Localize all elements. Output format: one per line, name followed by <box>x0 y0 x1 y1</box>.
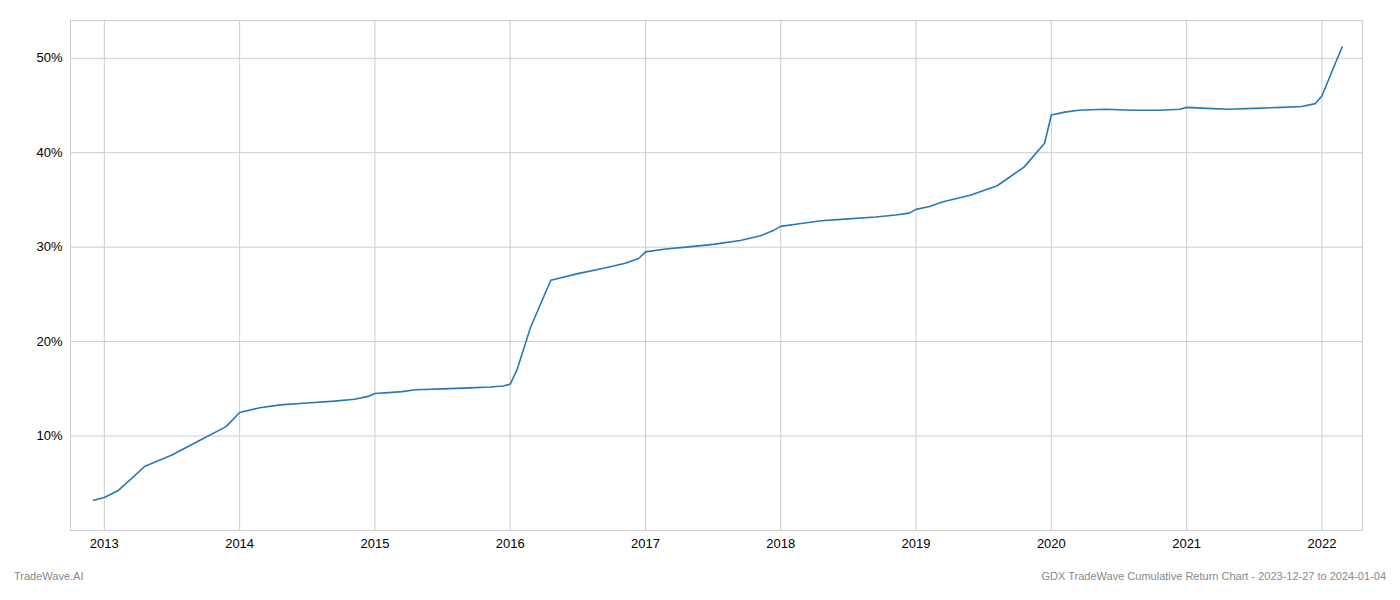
svg-text:2014: 2014 <box>225 536 254 551</box>
svg-text:2021: 2021 <box>1172 536 1201 551</box>
svg-text:2022: 2022 <box>1307 536 1336 551</box>
svg-text:2015: 2015 <box>360 536 389 551</box>
svg-text:2018: 2018 <box>766 536 795 551</box>
svg-text:2016: 2016 <box>496 536 525 551</box>
svg-text:40%: 40% <box>36 145 62 160</box>
svg-text:2020: 2020 <box>1037 536 1066 551</box>
svg-text:2019: 2019 <box>902 536 931 551</box>
html-text:TradeWave.AI: TradeWave.AI <box>14 570 84 582</box>
svg-text:30%: 30% <box>36 239 62 254</box>
html-text:GDX TradeWave Cumulative Retur: GDX TradeWave Cumulative Return Chart - … <box>1041 570 1386 582</box>
svg-text:10%: 10% <box>36 428 62 443</box>
svg-text:2013: 2013 <box>90 536 119 551</box>
svg-text:2017: 2017 <box>631 536 660 551</box>
svg-text:50%: 50% <box>36 50 62 65</box>
svg-text:20%: 20% <box>36 334 62 349</box>
